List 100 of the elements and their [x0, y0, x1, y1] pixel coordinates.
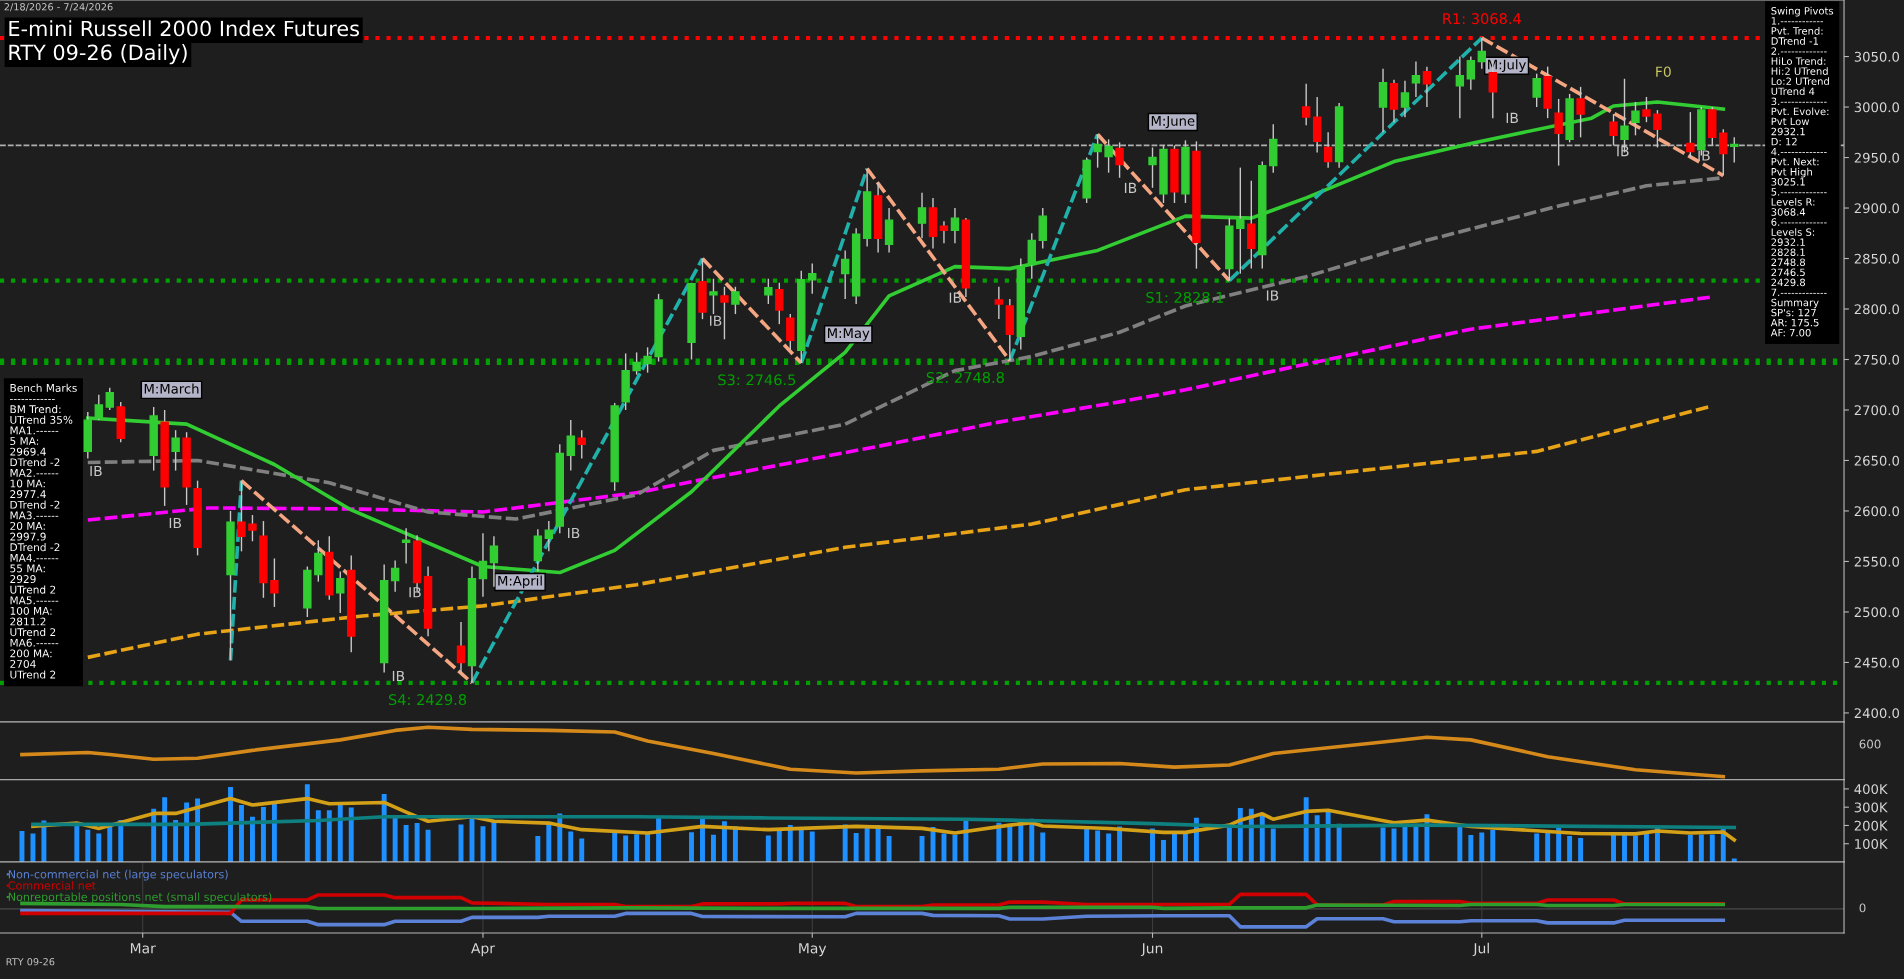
candlestick: [917, 192, 927, 240]
annotation: IB: [710, 315, 722, 326]
bar: [1633, 835, 1638, 863]
bar: [721, 821, 727, 863]
candlestick: [632, 351, 641, 376]
candlestick: [1411, 60, 1421, 98]
candlestick: [1719, 128, 1728, 177]
candlestick: [1455, 55, 1465, 119]
bar: [239, 804, 244, 863]
bar: [798, 827, 804, 863]
annotation: IB: [1698, 150, 1710, 161]
bar: [480, 826, 486, 863]
bar: [85, 829, 91, 863]
bar: [1567, 835, 1573, 863]
candlestick: [1422, 65, 1432, 108]
candlestick: [1642, 96, 1651, 123]
annotation: IB: [1506, 112, 1518, 123]
candlestick: [105, 387, 114, 411]
bar: [1643, 832, 1649, 863]
line-series: [31, 796, 1737, 842]
y-tick-label: 2850.0: [1854, 253, 1900, 264]
bar: [1479, 832, 1485, 863]
text: 0: [1859, 903, 1866, 913]
candlestick: [1236, 166, 1245, 275]
bar: [315, 810, 321, 863]
bar: [886, 836, 892, 863]
annotation: M:July: [1488, 59, 1526, 73]
candlestick: [1104, 138, 1113, 174]
bar: [710, 834, 716, 863]
candlestick: [1554, 98, 1563, 167]
bar: [173, 819, 179, 863]
candlestick: [1532, 73, 1541, 108]
bar: [249, 816, 255, 863]
ref-line-label: S4: 2429.8: [388, 694, 467, 706]
text: E-mini Russell 2000 Index Futures: [9, 20, 359, 37]
annotation: IB: [392, 670, 405, 682]
bar: [425, 829, 431, 863]
y-tick-label: 2900.0: [1854, 203, 1900, 214]
line-series: [31, 814, 1737, 830]
bar: [1698, 834, 1704, 863]
bar: [941, 833, 947, 863]
x-tick-label: Jul: [1472, 942, 1489, 957]
bar: [1182, 832, 1188, 863]
bar: [612, 830, 618, 863]
bar: [1095, 830, 1101, 863]
candlestick: [94, 394, 103, 421]
bar: [326, 810, 332, 863]
candlestick: [1686, 111, 1695, 159]
bar: [1709, 834, 1715, 863]
legend-label: Commercial net: [8, 881, 96, 890]
y-tick-label: 200K: [1854, 820, 1888, 831]
y-tick-label: 2650.0: [1854, 455, 1900, 466]
annotation: IB: [1124, 182, 1137, 193]
text: Bench Marks ------------ BM Trend: UTrend 35% MA1.------ 5 MA: 2969.4 DTrend -2 MA2.------ 10 MA: 2977.4 DTrend -2 MA3.------ 20 MA: 2997.9 DTrend -2 MA4.------ 55 MA: 2929 UTrend 2 MA5.------ 100 MA: 2811.2 UTrend 2 MA6.------ 200 MA: 2704 UTrend 2: [10, 383, 77, 679]
annotation: IB: [568, 528, 580, 539]
candlestick: [1609, 113, 1618, 147]
bar: [535, 836, 541, 863]
bar: [1314, 815, 1320, 863]
text: RTY 09-26 (Daily): [9, 44, 187, 65]
candlestick: [775, 282, 784, 325]
bar: [623, 835, 629, 863]
candlestick: [171, 429, 180, 472]
candlestick: [1466, 55, 1476, 91]
candlestick: [336, 570, 345, 614]
ref-line-label: S3: 2746.5: [718, 374, 796, 386]
bar: [1468, 834, 1474, 863]
annotation: M:June: [1151, 116, 1195, 129]
candlestick: [939, 220, 949, 245]
y-tick-label: 3050.0: [1854, 51, 1900, 62]
candlestick: [577, 429, 586, 460]
annotation: 2/18/2026 - 7/24/2026: [4, 3, 113, 12]
bar: [403, 825, 409, 863]
y-tick-label: 300K: [1854, 802, 1888, 813]
annotation: IB: [949, 292, 962, 303]
bar: [1007, 825, 1013, 863]
candlestick: [566, 419, 575, 472]
bar: [1622, 833, 1627, 863]
y-tick-label: 400K: [1854, 784, 1888, 795]
bar: [689, 832, 694, 863]
candlestick: [1093, 133, 1102, 169]
x-tick-label: Mar: [130, 943, 156, 954]
bar: [952, 834, 958, 863]
text: 600: [1859, 739, 1881, 749]
x-tick-label: May: [799, 943, 827, 957]
bar: [162, 797, 168, 863]
annotation: IB: [169, 517, 182, 529]
bar: [1161, 839, 1166, 863]
y-tick-label: 2500.0: [1854, 607, 1900, 618]
bar: [414, 823, 420, 863]
y-tick-label: 2550.0: [1854, 556, 1900, 567]
bar: [271, 803, 277, 863]
candlestick: [270, 557, 279, 608]
candlestick: [1323, 131, 1333, 169]
candlestick: [237, 479, 246, 553]
candlestick: [709, 278, 718, 315]
text: Swing Pivots 1.------------ Pvt. Trend: DTrend -1 2.------------- HiLo Trend: Hi:2 UTrend Lo:2 UTrend UTrend 4 3.------------- Pvt. Evolve: Pvt Low 2932.1 D: 12 4.------------- Pvt. Next: Pvt High 3025.1 5.------------- Levels R: 3068.4 6.------------- Levels S: 2932.1 2828.1 2748.8 2746.5 2429.8 7.------------- Summary SP's: 127 AR: 175.5 AF: 7.00: [1770, 6, 1834, 337]
bar: [776, 828, 782, 863]
bar: [579, 838, 585, 863]
bar: [1457, 825, 1463, 863]
candlestick: [1653, 109, 1662, 149]
